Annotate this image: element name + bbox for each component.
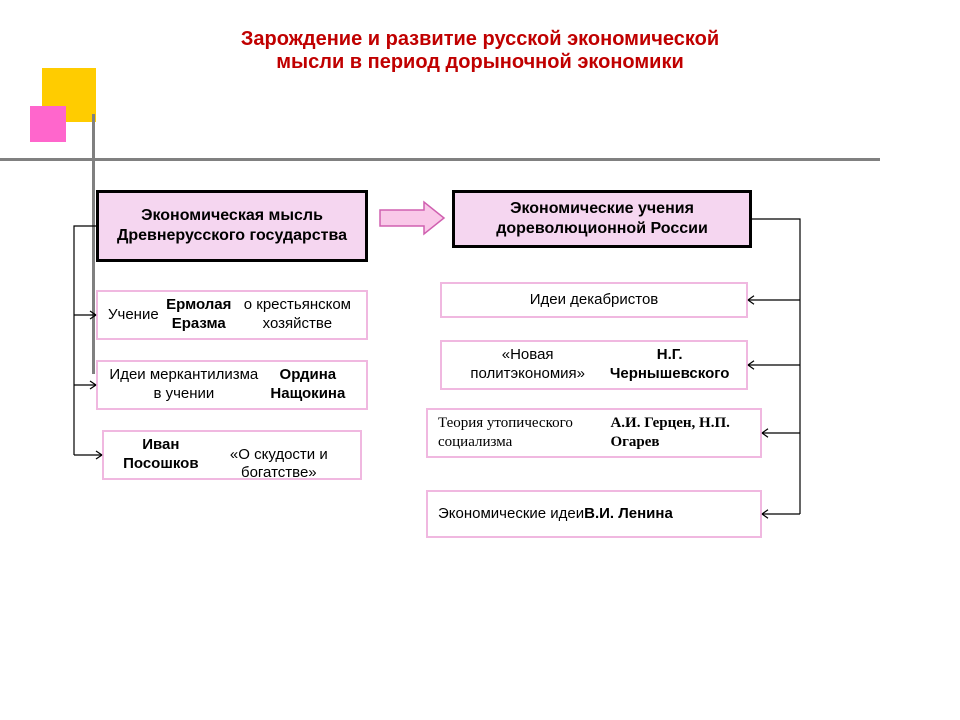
right-connector	[0, 0, 960, 720]
